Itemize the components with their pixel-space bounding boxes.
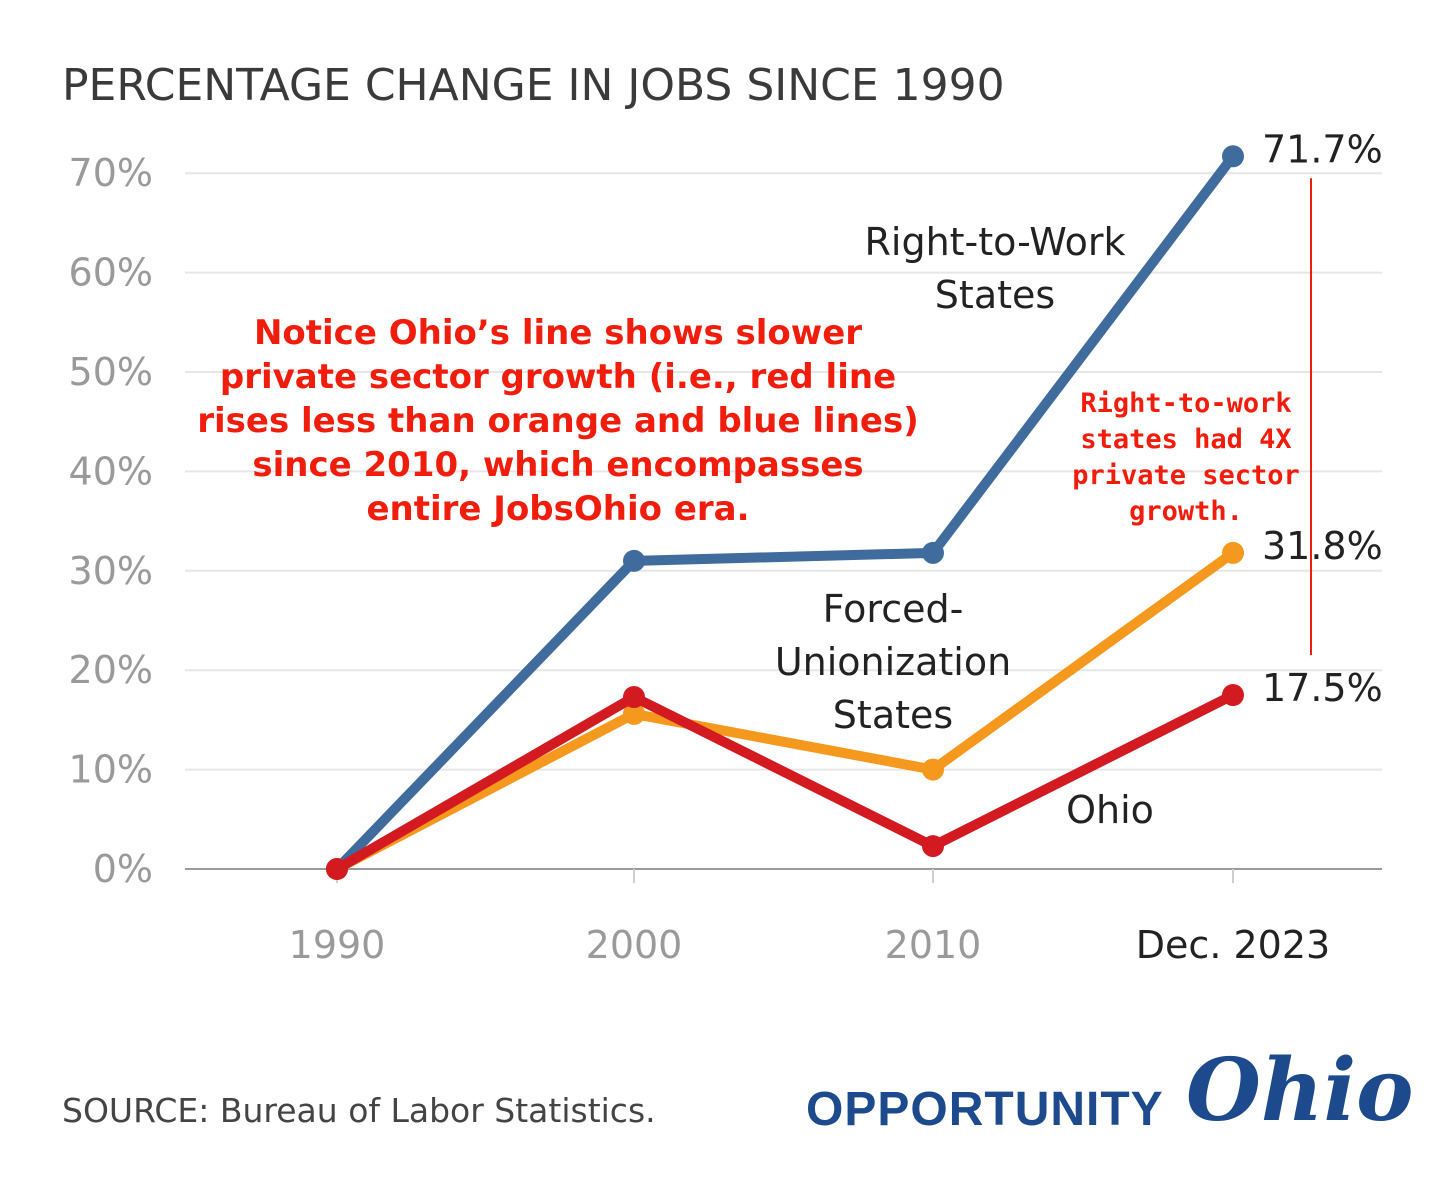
data-point <box>922 541 944 564</box>
annotation-line: growth. <box>1129 496 1243 527</box>
y-tick-label: 30% <box>69 549 153 593</box>
y-tick-label: 0% <box>93 847 153 891</box>
annotation-line: states had 4X <box>1080 424 1291 455</box>
end-labels: 71.7% 31.8% 17.5% <box>1262 127 1383 710</box>
chart-title: PERCENTAGE CHANGE IN JOBS SINCE 1990 <box>62 60 1005 111</box>
series <box>326 145 1244 880</box>
annotation-line: since 2010, which encompasses <box>252 445 863 485</box>
annotation-line: private sector <box>1072 460 1300 491</box>
x-tick-label: 1990 <box>289 923 386 967</box>
series-name-line: States <box>935 273 1055 317</box>
series-name-line: Unionization <box>775 640 1011 684</box>
annotation-line: entire JobsOhio era. <box>366 489 749 529</box>
annotation-line: Right-to-work <box>1080 388 1291 419</box>
data-point <box>623 702 645 725</box>
y-tick-label: 20% <box>69 648 153 692</box>
end-value-label: 31.8% <box>1262 524 1383 568</box>
annotation-main: Notice Ohio’s line shows slower private s… <box>197 313 919 529</box>
data-point <box>922 758 944 781</box>
x-axis-ticks: 1990 2000 2010 Dec. 2023 <box>289 869 1330 967</box>
series-name-label: Forced- Unionization States <box>775 587 1011 737</box>
y-axis-ticks: 0% 10% 20% 30% 40% 50% 60% 70% <box>69 151 153 891</box>
grid <box>185 172 1382 870</box>
series-name-label: Ohio <box>1066 788 1154 832</box>
logo-word: OPPORTUNITY <box>806 1083 1164 1136</box>
series-line <box>332 151 1238 874</box>
x-tick-label: Dec. 2023 <box>1136 923 1330 967</box>
y-tick-label: 10% <box>69 748 153 792</box>
y-tick-label: 40% <box>69 449 153 493</box>
x-tick-label: 2000 <box>586 923 683 967</box>
data-point <box>1222 145 1244 168</box>
series-name-line: Ohio <box>1066 788 1154 832</box>
series-name-line: States <box>833 693 953 737</box>
data-point <box>1222 541 1244 564</box>
data-point <box>623 549 645 572</box>
annotation-line: Notice Ohio’s line shows slower <box>254 313 862 353</box>
series-name-label: Right-to-Work States <box>864 220 1125 317</box>
logo-script: Ohio <box>1186 1040 1413 1141</box>
data-point <box>326 858 348 880</box>
y-tick-label: 60% <box>69 251 153 295</box>
annotation-line: rises less than orange and blue lines) <box>197 401 919 441</box>
series-line <box>332 690 1238 874</box>
x-tick-label: 2010 <box>885 923 982 967</box>
annotation-line: private sector growth (i.e., red line <box>220 357 896 397</box>
source-note: SOURCE: Bureau of Labor Statistics. <box>62 1091 656 1130</box>
series-line <box>332 547 1238 874</box>
data-point <box>922 835 944 858</box>
data-point <box>1222 684 1244 707</box>
opportunity-ohio-logo: OPPORTUNITY Ohio <box>806 1040 1413 1141</box>
y-tick-label: 70% <box>69 151 153 195</box>
end-value-label: 71.7% <box>1262 127 1383 171</box>
series-labels: Right-to-Work States Forced- Unionization St… <box>775 220 1154 832</box>
series-name-line: Right-to-Work <box>864 220 1125 264</box>
y-tick-label: 50% <box>69 350 153 394</box>
end-value-label: 17.5% <box>1262 666 1383 710</box>
series-name-line: Forced- <box>823 587 964 631</box>
annotation-side: Right-to-work states had 4X private sector… <box>1072 388 1300 527</box>
annotations: Notice Ohio’s line shows slower private s… <box>197 178 1312 656</box>
data-point <box>623 686 645 709</box>
